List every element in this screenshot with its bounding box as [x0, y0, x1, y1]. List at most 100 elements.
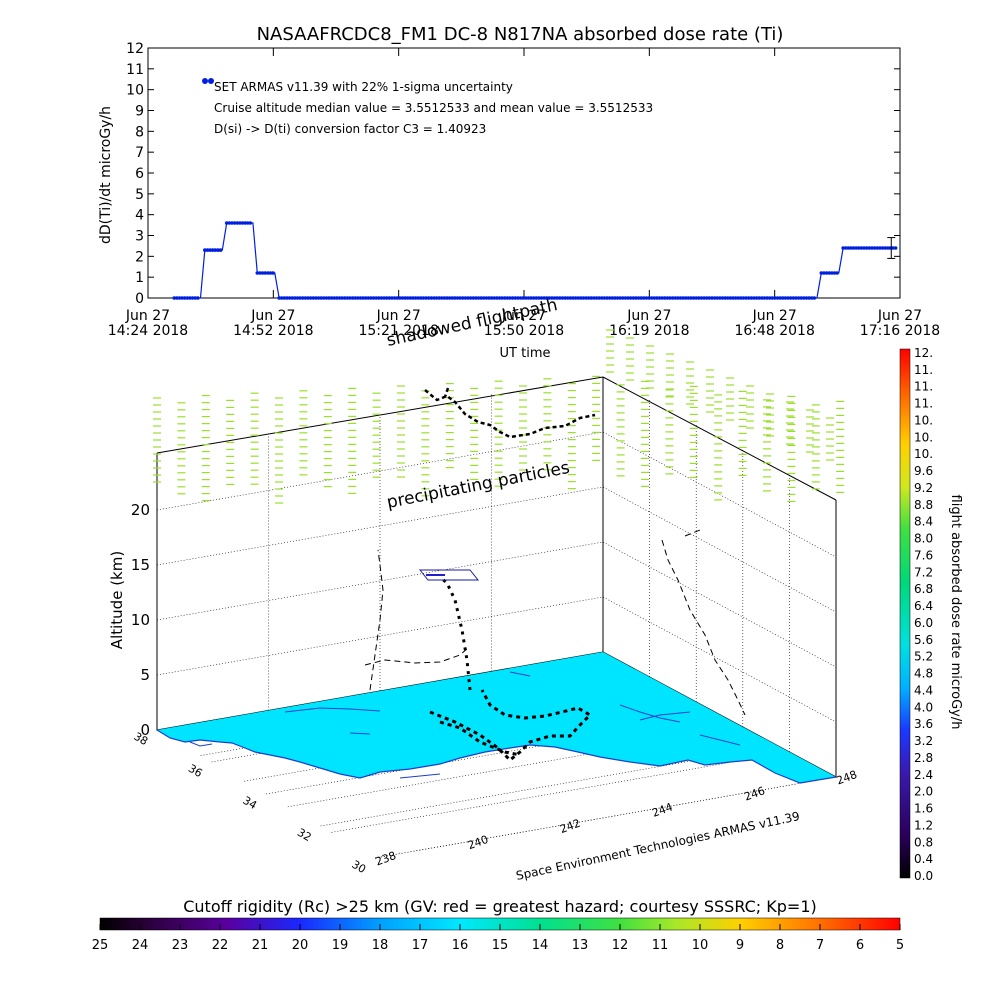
dose-point — [188, 296, 192, 300]
dose-point — [208, 248, 212, 252]
dose-point — [558, 296, 562, 300]
rigidity-colorbar-tick-label: 10 — [692, 938, 709, 953]
dose-point — [175, 296, 179, 300]
rigidity-colorbar-tick-label: 22 — [212, 938, 229, 953]
dose-point — [576, 296, 581, 300]
dose-point — [350, 296, 355, 300]
dose-point — [442, 296, 447, 300]
dose-point — [484, 296, 489, 300]
dose-point — [210, 248, 215, 252]
dose-point — [521, 296, 525, 300]
dose-point — [636, 296, 641, 300]
dose-point — [348, 296, 352, 300]
dose-point — [329, 296, 334, 300]
dose-point — [340, 296, 344, 300]
dose-point — [290, 296, 295, 300]
dose-point — [495, 296, 499, 300]
dose-point — [432, 296, 436, 300]
dose-point — [723, 296, 727, 300]
dose-point — [568, 296, 573, 300]
x-tick-date: Jun 27 — [877, 308, 922, 324]
dose-colorbar-tick-label: 12. — [914, 346, 933, 360]
dose-point — [366, 296, 371, 300]
dose-point — [172, 296, 177, 300]
dose-point — [335, 296, 339, 300]
dose-point — [670, 296, 675, 300]
dose-point — [392, 296, 397, 300]
dose-point — [579, 296, 583, 300]
dose-point — [263, 271, 267, 275]
y-tick-label: 5 — [135, 187, 144, 203]
x-tick-date: Jun 27 — [501, 308, 546, 324]
rigidity-colorbar-tick-label: 19 — [332, 938, 349, 953]
dose-point — [843, 246, 848, 250]
dose-point — [870, 246, 874, 250]
shadow-track-left — [369, 549, 384, 691]
flight-track-top — [443, 387, 450, 398]
dose-point — [565, 296, 570, 300]
latitude-tick-label: 32 — [295, 826, 314, 844]
dose-colorbar-tick-label: 2.0 — [914, 785, 933, 799]
dose-point — [382, 296, 386, 300]
dose-point — [405, 296, 410, 300]
x-tick-time: 16:19 2018 — [609, 323, 689, 339]
longitude-tick-label: 246 — [743, 784, 767, 803]
shadow-track-right — [661, 539, 746, 716]
dose-point — [193, 296, 198, 300]
dose-colorbar-label: flight absorbed dose rate microGy/h — [948, 495, 963, 730]
dose-point — [621, 296, 625, 300]
rigidity-colorbar-tick-label: 12 — [612, 938, 629, 953]
dose-point — [631, 296, 636, 300]
latitude-tick-label: 30 — [349, 858, 368, 876]
annotation-cruise-altitude: Cruise altitude median value = 3.5512533… — [214, 101, 653, 115]
dose-point — [408, 296, 413, 300]
dose-point — [880, 246, 885, 250]
dose-point — [676, 296, 680, 300]
dose-colorbar-tick-label: 1.6 — [914, 802, 933, 816]
x-tick-date: Jun 27 — [125, 308, 170, 324]
dose-colorbar-tick-label: 7.6 — [914, 548, 933, 562]
dose-point — [227, 221, 232, 225]
altitude-gridline — [156, 596, 837, 723]
dose-colorbar-tick-label: 11. — [914, 363, 933, 377]
dose-point — [563, 296, 567, 300]
dose-point — [752, 296, 756, 300]
dose-point — [804, 296, 809, 300]
flight-track-top — [424, 389, 596, 439]
dose-point — [704, 296, 709, 300]
annotation-uncertainty: SET ARMAS v11.39 with 22% 1-sigma uncert… — [214, 80, 513, 94]
dose-point — [523, 296, 528, 300]
dose-colorbar-tick-label: 8.0 — [914, 532, 933, 546]
latitude-tick-label: 36 — [186, 762, 205, 780]
dose-point — [862, 246, 866, 250]
map-features — [189, 671, 741, 779]
dose-point — [613, 296, 617, 300]
dose-point — [255, 271, 260, 275]
dose-point — [238, 221, 242, 225]
y-tick-label: 6 — [135, 166, 144, 182]
x-tick-time: 14:52 2018 — [233, 323, 313, 339]
dose-point — [623, 296, 628, 300]
dose-point — [481, 296, 486, 300]
floor-gridline — [331, 751, 790, 833]
dose-point — [345, 296, 350, 300]
dose-point — [271, 271, 275, 275]
dose-point — [497, 296, 502, 300]
dose-point — [835, 271, 839, 275]
dose-point — [487, 296, 491, 300]
dose-point — [492, 296, 497, 300]
dose-colorbar-tick-label: 10. — [914, 447, 933, 461]
dose-point — [822, 271, 826, 275]
dose-point — [450, 296, 455, 300]
dose-point — [319, 296, 323, 300]
dose-point — [300, 296, 305, 300]
dose-point — [809, 296, 814, 300]
dose-point — [374, 296, 379, 300]
dose-point — [626, 296, 630, 300]
dose-point — [767, 296, 772, 300]
dose-point — [356, 296, 360, 300]
rigidity-colorbar-tick-label: 20 — [292, 938, 309, 953]
rigidity-colorbar-tick-label: 9 — [736, 938, 744, 953]
y-tick-label: 3 — [135, 229, 144, 245]
dose-point — [849, 246, 853, 250]
